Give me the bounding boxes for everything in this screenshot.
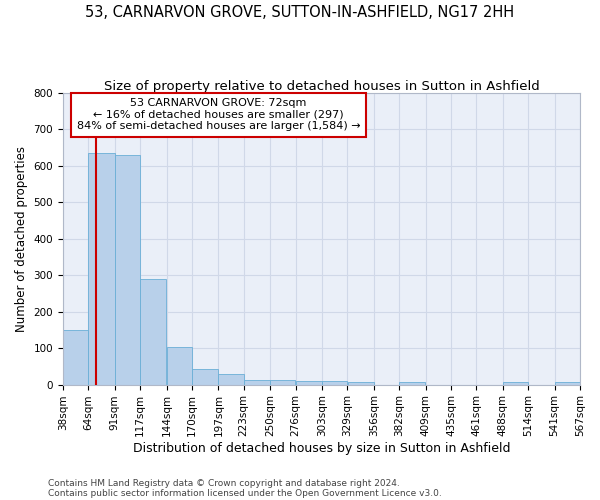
Text: Contains HM Land Registry data © Crown copyright and database right 2024.: Contains HM Land Registry data © Crown c… — [48, 478, 400, 488]
Bar — [244, 380, 270, 384]
Text: 53, CARNARVON GROVE, SUTTON-IN-ASHFIELD, NG17 2HH: 53, CARNARVON GROVE, SUTTON-IN-ASHFIELD,… — [85, 5, 515, 20]
Bar — [167, 347, 192, 385]
Bar — [63, 330, 88, 384]
Bar — [115, 155, 140, 384]
Bar — [347, 382, 374, 384]
Y-axis label: Number of detached properties: Number of detached properties — [15, 146, 28, 332]
Text: 53 CARNARVON GROVE: 72sqm
← 16% of detached houses are smaller (297)
84% of semi: 53 CARNARVON GROVE: 72sqm ← 16% of detac… — [77, 98, 360, 132]
Bar — [192, 370, 218, 384]
Title: Size of property relative to detached houses in Sutton in Ashfield: Size of property relative to detached ho… — [104, 80, 539, 93]
Bar — [218, 374, 244, 384]
Bar — [322, 380, 347, 384]
Bar — [270, 380, 295, 384]
Bar — [400, 382, 425, 384]
Bar — [503, 382, 528, 384]
Bar — [296, 380, 322, 384]
Bar — [555, 382, 580, 384]
Bar — [88, 153, 115, 384]
Text: Contains public sector information licensed under the Open Government Licence v3: Contains public sector information licen… — [48, 488, 442, 498]
X-axis label: Distribution of detached houses by size in Sutton in Ashfield: Distribution of detached houses by size … — [133, 442, 510, 455]
Bar — [140, 279, 166, 384]
